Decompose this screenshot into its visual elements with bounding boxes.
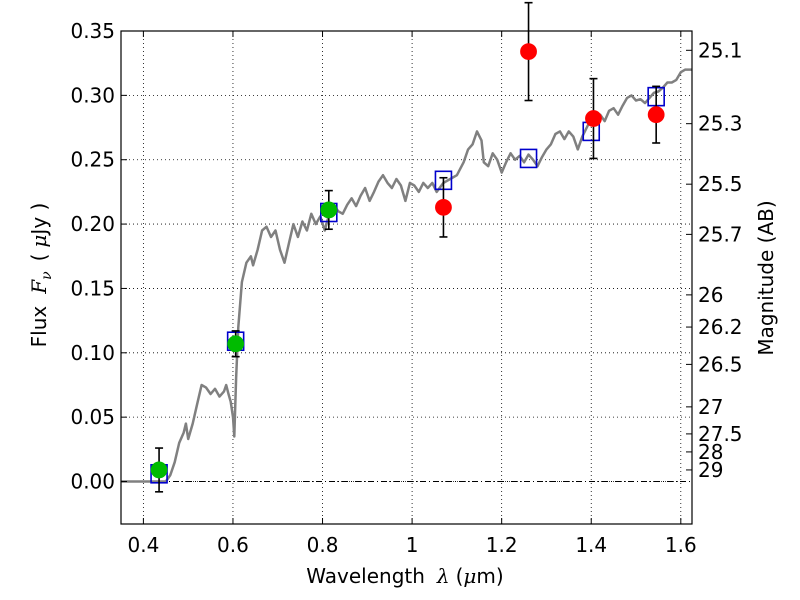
x-tick-label: 1 (406, 533, 419, 557)
observed-point (320, 201, 338, 219)
mag-tick-label: 26 (698, 283, 723, 307)
grid-lines (121, 30, 692, 524)
y-tick-label: 0.20 (70, 212, 115, 236)
observed-point (520, 43, 537, 60)
x-tick-label: 1.2 (486, 533, 518, 557)
model-photometry-point (519, 148, 538, 169)
mag-tick-label: 25.1 (698, 38, 743, 62)
mag-tick-label: 28 (698, 440, 723, 464)
y-axis-label: FluxFν(μJy ) (27, 203, 55, 348)
y-tick-label: 0.05 (70, 405, 115, 429)
x-tick-label: 0.6 (217, 533, 249, 557)
y-tick-label: 0.35 (70, 19, 115, 43)
mag-tick-label: 25.3 (698, 112, 743, 136)
x-axis-label: Wavelength λ (μm) (306, 564, 503, 588)
mag-tick-label: 26.2 (698, 315, 743, 339)
right-y-axis-label: Magnitude (AB) (754, 200, 778, 355)
observed-point (150, 461, 168, 479)
axis-ticks: 0.4 0.6 0.8 1 1.2 1.4 1.6 0.00 0.05 0.10 0.15 0.20 0… (70, 19, 742, 557)
mag-tick-label: 27 (698, 395, 723, 419)
mag-tick-label: 26.5 (698, 352, 743, 376)
observed-point (585, 110, 602, 127)
y-tick-label: 0.30 (70, 83, 115, 107)
y-tick-label: 0.10 (70, 341, 115, 365)
y-tick-label: 0.25 (70, 148, 115, 172)
observed-point (435, 198, 452, 216)
observed-point (227, 335, 245, 353)
x-tick-label: 0.4 (127, 533, 159, 557)
x-tick-label: 1.4 (575, 533, 607, 557)
mag-tick-label: 29 (698, 458, 723, 482)
plot-frame (120, 30, 693, 525)
mag-tick-label: 25.5 (698, 172, 743, 196)
y-tick-label: 0.00 (70, 470, 115, 494)
model-spectrum-line (121, 68, 692, 483)
x-tick-label: 0.8 (307, 533, 339, 557)
mag-tick-label: 25.7 (698, 222, 743, 246)
observed-point (647, 106, 665, 124)
plot-area (121, 1, 692, 493)
x-tick-label: 1.6 (665, 533, 697, 557)
mag-tick-label: 27.5 (698, 422, 743, 446)
y-tick-label: 0.15 (70, 276, 115, 300)
